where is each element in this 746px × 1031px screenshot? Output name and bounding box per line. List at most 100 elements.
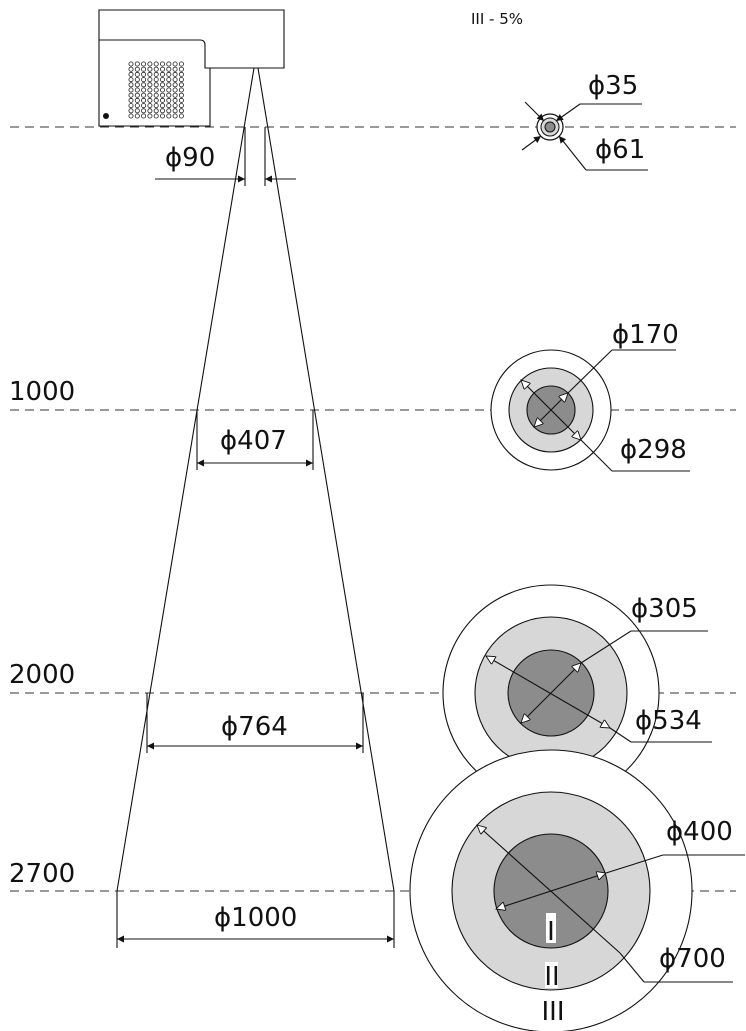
beam-diameter-90: 90	[182, 143, 215, 173]
vent-hole	[153, 82, 159, 88]
vent-hole	[128, 61, 134, 67]
vent-hole	[153, 61, 159, 67]
svg-text:ϕ534: ϕ534	[635, 706, 702, 736]
vent-hole	[172, 87, 178, 93]
vent-hole	[134, 66, 140, 72]
vent-hole	[166, 97, 172, 103]
spot-zone-I	[544, 121, 556, 133]
vent-hole	[159, 103, 165, 109]
svg-text:ϕ298: ϕ298	[620, 435, 687, 465]
vent-hole	[141, 108, 147, 114]
vent-hole	[172, 97, 178, 103]
vent-hole	[153, 87, 159, 93]
svg-text:ϕ305: ϕ305	[631, 594, 698, 624]
spot-level-2000: ϕ305 ϕ534	[442, 584, 712, 802]
zone-label-II: II	[544, 962, 559, 992]
vent-hole	[178, 87, 184, 93]
vent-hole	[128, 77, 134, 83]
outer-diameter-534: 534	[652, 706, 702, 736]
vent-hole	[147, 92, 153, 98]
distance-label-2000: 2000	[9, 660, 75, 690]
vent-hole	[178, 71, 184, 77]
outer-diameter-700: 700	[676, 944, 726, 974]
power-led-icon	[103, 113, 109, 119]
zone-label-I: I	[547, 917, 555, 947]
vent-hole	[153, 92, 159, 98]
vent-hole	[159, 92, 165, 98]
vent-hole	[134, 77, 140, 83]
vent-hole	[141, 113, 147, 119]
zone-label-III: III	[541, 997, 564, 1027]
svg-text:ϕ35: ϕ35	[588, 71, 638, 101]
beam-diameter-1000: 1000	[231, 903, 297, 933]
svg-text:ϕ400: ϕ400	[666, 817, 733, 847]
vent-hole	[166, 92, 172, 98]
vent-hole	[178, 77, 184, 83]
vent-hole	[166, 82, 172, 88]
svg-text:ϕ61: ϕ61	[595, 135, 645, 165]
vent-hole	[128, 108, 134, 114]
beam-diameter-764: 764	[238, 712, 288, 742]
vent-hole	[141, 87, 147, 93]
svg-text:ϕ700: ϕ700	[659, 944, 726, 974]
vent-hole	[178, 97, 184, 103]
vent-hole	[178, 108, 184, 114]
beam-dimension-407: ϕ407	[197, 426, 313, 467]
vent-hole	[172, 66, 178, 72]
vent-hole	[166, 87, 172, 93]
vent-hole	[128, 82, 134, 88]
vent-hole	[159, 97, 165, 103]
inner-diameter-35: 35	[605, 71, 638, 101]
vent-hole	[141, 92, 147, 98]
vent-hole	[153, 113, 159, 119]
vent-hole	[147, 61, 153, 67]
vent-hole	[159, 113, 165, 119]
vent-hole	[172, 61, 178, 67]
vent-hole	[141, 71, 147, 77]
vent-hole	[134, 61, 140, 67]
vent-grille	[128, 61, 184, 119]
vent-hole	[141, 82, 147, 88]
vent-hole	[153, 71, 159, 77]
beam-cone	[116, 67, 395, 948]
vent-hole	[147, 71, 153, 77]
vent-hole	[153, 77, 159, 83]
vent-hole	[134, 71, 140, 77]
vent-hole	[128, 71, 134, 77]
vent-hole	[178, 92, 184, 98]
vent-hole	[128, 103, 134, 109]
vent-hole	[147, 103, 153, 109]
projector-unit	[98, 9, 285, 127]
vent-hole	[159, 108, 165, 114]
vent-hole	[147, 108, 153, 114]
svg-text:ϕ1000: ϕ1000	[214, 903, 297, 933]
vent-hole	[153, 66, 159, 72]
vent-hole	[172, 77, 178, 83]
vent-hole	[153, 97, 159, 103]
beam-dimension-90: ϕ90	[155, 143, 296, 183]
spot-level-2700: ϕ400 ϕ700 I II III	[409, 749, 745, 1031]
vent-hole	[134, 103, 140, 109]
vent-hole	[166, 66, 172, 72]
vent-hole	[134, 82, 140, 88]
vent-hole	[172, 113, 178, 119]
vent-hole	[128, 66, 134, 72]
vent-hole	[166, 113, 172, 119]
vent-hole	[147, 87, 153, 93]
distance-label-2700: 2700	[9, 859, 75, 889]
vent-hole	[147, 97, 153, 103]
vent-hole	[141, 66, 147, 72]
vent-hole	[134, 92, 140, 98]
distance-label-1000: 1000	[9, 377, 75, 407]
vent-hole	[141, 103, 147, 109]
inner-diameter-170: 170	[629, 320, 679, 350]
vent-hole	[147, 66, 153, 72]
spot-level-1000: ϕ170 ϕ298	[490, 320, 690, 472]
vent-hole	[178, 113, 184, 119]
svg-text:ϕ90: ϕ90	[165, 143, 215, 173]
svg-text:ϕ764: ϕ764	[221, 712, 288, 742]
inner-diameter-400: 400	[683, 817, 733, 847]
vent-hole	[134, 87, 140, 93]
outer-diameter-61: 61	[612, 135, 645, 165]
